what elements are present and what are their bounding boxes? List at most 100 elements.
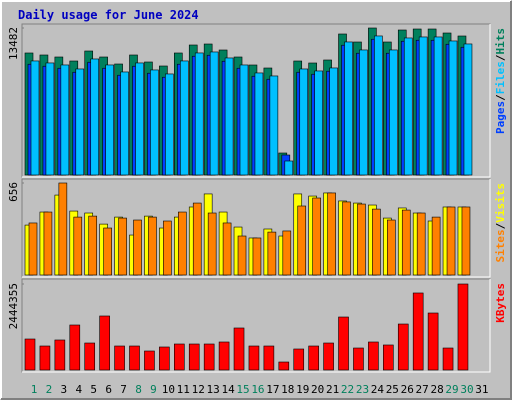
panel-bevel xyxy=(21,278,490,372)
x-tick-label: 27 xyxy=(416,383,429,396)
bar xyxy=(174,343,185,371)
bar xyxy=(28,222,38,276)
legend-entry: Files xyxy=(494,61,507,94)
bar xyxy=(327,192,336,276)
bar xyxy=(188,343,200,371)
legend-entry: Hits xyxy=(494,28,507,55)
bar xyxy=(263,345,275,371)
x-tick-label: 8 xyxy=(135,383,142,396)
x-tick-label: 18 xyxy=(281,383,294,396)
bar xyxy=(114,345,125,371)
y-tick-label: 2444355 xyxy=(7,283,20,329)
x-tick-label: 16 xyxy=(251,383,264,396)
bar xyxy=(427,312,439,371)
legend: Pages/Files/Hits xyxy=(494,28,507,134)
x-tick-label: 9 xyxy=(150,383,157,396)
x-tick-label: 26 xyxy=(401,383,414,396)
bar xyxy=(224,57,234,176)
bar xyxy=(105,64,114,176)
bar xyxy=(299,68,309,176)
bar xyxy=(461,206,471,276)
x-tick-label: 11 xyxy=(177,383,190,396)
bar xyxy=(180,60,189,176)
bar xyxy=(135,62,144,176)
bar xyxy=(103,227,112,276)
bar xyxy=(416,212,426,276)
bar xyxy=(194,52,204,176)
legend-entry: Sites xyxy=(494,229,507,262)
bar xyxy=(269,75,279,176)
bar xyxy=(418,36,428,176)
bar xyxy=(457,283,469,371)
bar xyxy=(43,211,53,276)
bar xyxy=(403,37,413,176)
bar xyxy=(357,203,366,276)
x-tick-label: 24 xyxy=(371,383,385,396)
bar xyxy=(24,338,36,371)
bar xyxy=(129,345,140,371)
x-tick-label: 29 xyxy=(445,383,458,396)
panel-bevel xyxy=(22,24,491,178)
bar xyxy=(90,58,100,176)
bar xyxy=(433,36,443,176)
bar xyxy=(463,43,473,176)
x-tick-label: 6 xyxy=(105,383,112,396)
bar xyxy=(133,219,142,276)
panel-bevel xyxy=(22,279,491,373)
x-tick-label: 4 xyxy=(75,383,82,396)
chart-title: Daily usage for June 2024 xyxy=(18,8,199,22)
bar xyxy=(448,40,458,176)
bar xyxy=(387,219,396,276)
bar xyxy=(75,68,85,176)
bar xyxy=(207,212,217,276)
panel-bevel xyxy=(21,23,490,177)
bar xyxy=(150,69,159,176)
bar xyxy=(442,347,454,371)
bar xyxy=(329,67,338,176)
bar xyxy=(312,197,321,276)
x-tick-label: 23 xyxy=(356,383,369,396)
bar xyxy=(308,345,319,371)
legend: Sites/Visits xyxy=(494,183,507,263)
legend-separator: / xyxy=(494,222,507,229)
bar xyxy=(401,209,411,276)
bar xyxy=(297,205,307,276)
bar xyxy=(368,341,379,371)
bar xyxy=(120,71,129,176)
bar xyxy=(338,316,349,371)
bar xyxy=(99,315,110,371)
bar xyxy=(267,231,277,276)
legend-entry: Pages xyxy=(494,101,507,134)
bar xyxy=(383,344,394,371)
x-tick-label: 13 xyxy=(207,383,220,396)
bar xyxy=(446,206,456,276)
bar xyxy=(252,237,262,276)
bar xyxy=(84,342,96,371)
bar xyxy=(353,347,364,371)
bar xyxy=(60,64,70,176)
bar xyxy=(54,339,66,371)
bar xyxy=(412,292,424,371)
x-tick-label: 7 xyxy=(120,383,127,396)
y-tick-label: 656 xyxy=(7,182,20,202)
bar xyxy=(282,230,292,276)
bar xyxy=(218,341,230,371)
y-tick-label: 13482 xyxy=(7,27,20,60)
legend-entry: KBytes xyxy=(494,283,507,323)
x-tick-label: 19 xyxy=(296,383,309,396)
x-tick-label: 2 xyxy=(46,383,53,396)
x-tick-label: 17 xyxy=(266,383,279,396)
x-tick-label: 25 xyxy=(386,383,399,396)
legend: KBytes xyxy=(494,283,507,323)
bar xyxy=(39,345,51,371)
bar xyxy=(192,202,202,276)
bar xyxy=(359,49,368,176)
x-tick-label: 30 xyxy=(460,383,473,396)
x-tick-label: 5 xyxy=(90,383,97,396)
bar xyxy=(278,361,290,371)
x-tick-label: 21 xyxy=(326,383,339,396)
bar xyxy=(73,216,83,276)
x-tick-label: 12 xyxy=(192,383,205,396)
